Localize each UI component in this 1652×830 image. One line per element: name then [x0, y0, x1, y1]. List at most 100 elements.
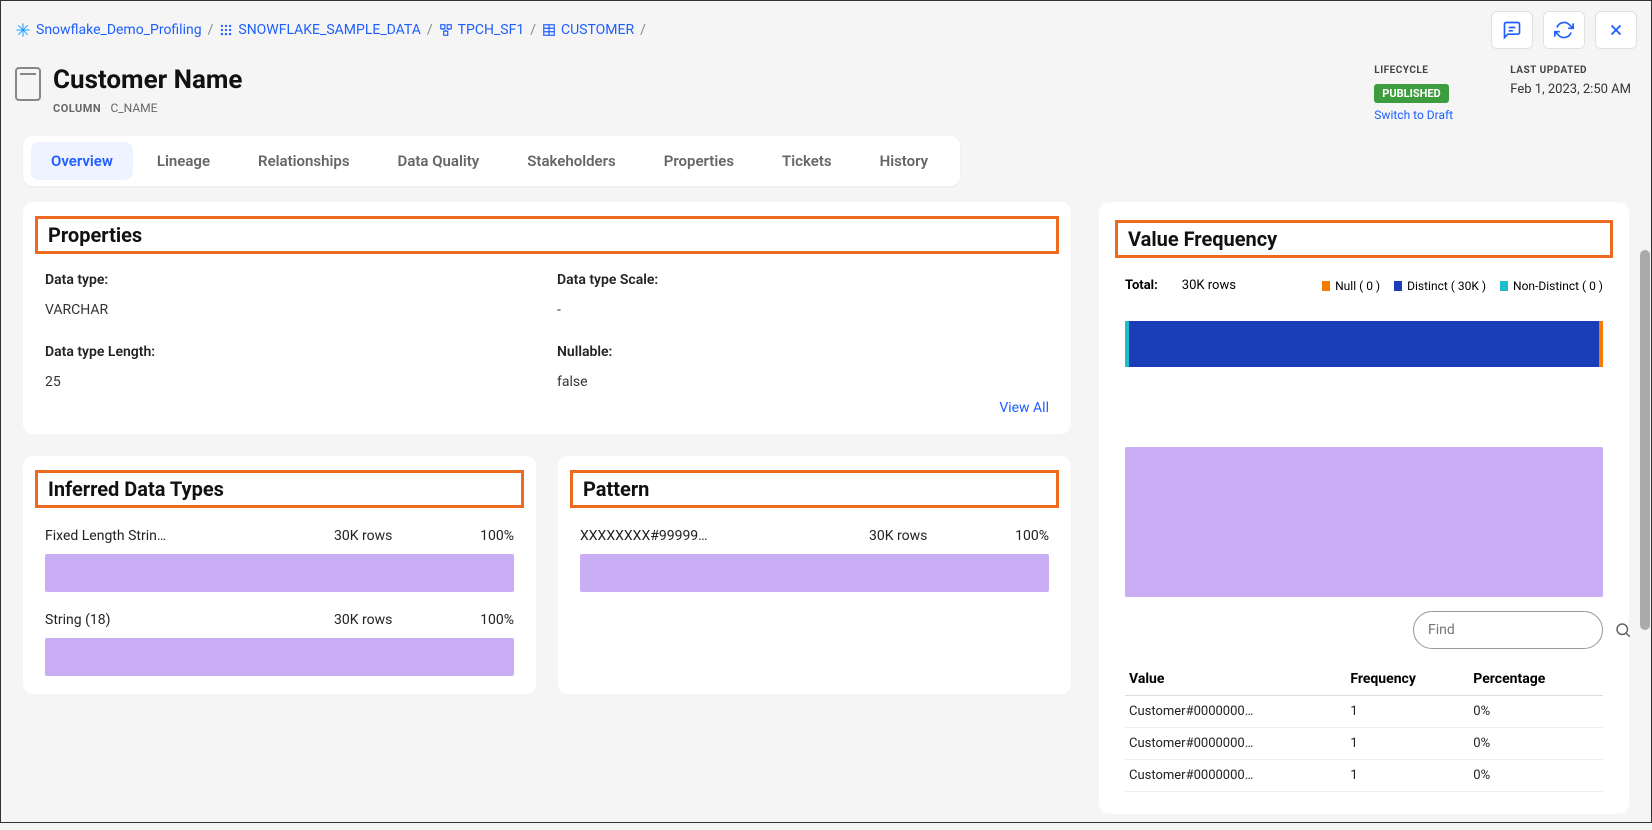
inferred-pct: 100%: [454, 612, 514, 628]
schema-icon: [439, 23, 453, 37]
value-frequency-card: Value Frequency Total: 30K rows Null ( 0…: [1099, 202, 1629, 814]
prop-value: -: [557, 302, 1049, 318]
pattern-name: XXXXXXXX#99999…: [580, 528, 869, 544]
tabs: Overview Lineage Relationships Data Qual…: [23, 136, 960, 186]
pattern-card: Pattern XXXXXXXX#99999… 30K rows 100%: [558, 456, 1071, 694]
legend-swatch: [1500, 281, 1508, 291]
pattern-title: Pattern: [583, 477, 649, 501]
inferred-row: Fixed Length Strin… 30K rows 100%: [45, 528, 514, 592]
prop-label: Data type Length:: [45, 344, 537, 360]
search-icon: [1614, 621, 1632, 639]
inferred-bar: [45, 554, 514, 592]
subtitle-type-value: C_NAME: [110, 101, 157, 115]
breadcrumb-label: SNOWFLAKE_SAMPLE_DATA: [238, 22, 421, 38]
inferred-bar: [45, 638, 514, 676]
inferred-pct: 100%: [454, 528, 514, 544]
comment-button[interactable]: [1491, 11, 1533, 49]
tab-stakeholders[interactable]: Stakeholders: [503, 136, 639, 186]
pattern-rows: 30K rows: [869, 528, 989, 544]
tab-lineage[interactable]: Lineage: [133, 136, 234, 186]
breadcrumb-sep: /: [208, 22, 214, 38]
snowflake-icon: [15, 22, 31, 38]
tab-tickets[interactable]: Tickets: [758, 136, 856, 186]
inferred-types-card: Inferred Data Types Fixed Length Strin… …: [23, 456, 536, 694]
vf-title: Value Frequency: [1128, 227, 1277, 251]
breadcrumb-sep: /: [640, 22, 646, 38]
view-all-link[interactable]: View All: [45, 400, 1049, 416]
vf-cell-pct: 0%: [1469, 760, 1603, 792]
inferred-rows: 30K rows: [334, 528, 454, 544]
breadcrumb-label: Snowflake_Demo_Profiling: [36, 22, 202, 38]
breadcrumb-item-1[interactable]: SNOWFLAKE_SAMPLE_DATA: [219, 22, 421, 38]
vf-cell-freq: 1: [1346, 760, 1469, 792]
vf-total-label: Total:: [1125, 278, 1158, 293]
inferred-name: Fixed Length Strin…: [45, 528, 334, 544]
inferred-name: String (18): [45, 612, 334, 628]
scrollbar[interactable]: [1640, 250, 1650, 630]
prop-value: 25: [45, 374, 537, 390]
top-actions: [1491, 11, 1637, 49]
breadcrumb-item-0[interactable]: Snowflake_Demo_Profiling: [15, 22, 202, 38]
switch-to-draft-link[interactable]: Switch to Draft: [1374, 108, 1484, 122]
updated-value: Feb 1, 2023, 2:50 AM: [1510, 82, 1631, 97]
column-icon: [15, 67, 41, 101]
breadcrumb-sep: /: [530, 22, 536, 38]
vf-table: Value Frequency Percentage Customer#0000…: [1125, 663, 1603, 792]
properties-card: Properties Data type: VARCHAR Data type …: [23, 202, 1071, 434]
lifecycle-box: LIFECYCLE PUBLISHED Switch to Draft: [1374, 65, 1484, 122]
pattern-bar: [580, 554, 1049, 592]
vf-big-bar: [1125, 447, 1603, 597]
prop-label: Data type Scale:: [557, 272, 1049, 288]
breadcrumb-label: CUSTOMER: [561, 22, 634, 38]
prop-data-type: Data type: VARCHAR: [45, 272, 537, 318]
sb-seg-distinct: [1129, 321, 1599, 367]
table-row: Customer#0000000… 1 0%: [1125, 696, 1603, 728]
vf-col-value: Value: [1125, 663, 1346, 696]
vf-cell-freq: 1: [1346, 728, 1469, 760]
legend-non-distinct: Non-Distinct ( 0 ): [1500, 279, 1603, 293]
prop-value: VARCHAR: [45, 302, 537, 318]
legend-swatch: [1394, 281, 1402, 291]
vf-cell-pct: 0%: [1469, 728, 1603, 760]
grid-icon: [219, 23, 233, 37]
vf-col-pct: Percentage: [1469, 663, 1603, 696]
refresh-button[interactable]: [1543, 11, 1585, 49]
prop-value: false: [557, 374, 1049, 390]
vf-col-freq: Frequency: [1346, 663, 1469, 696]
vf-cell-value: Customer#0000000…: [1125, 760, 1346, 792]
prop-label: Nullable:: [557, 344, 1049, 360]
legend-null: Null ( 0 ): [1322, 279, 1380, 293]
find-input[interactable]: [1428, 622, 1606, 638]
tab-relationships[interactable]: Relationships: [234, 136, 374, 186]
pattern-pct: 100%: [989, 528, 1049, 544]
legend-label: Distinct ( 30K ): [1407, 279, 1486, 293]
subtitle-type-label: COLUMN: [53, 102, 101, 115]
tab-history[interactable]: History: [856, 136, 953, 186]
vf-cell-freq: 1: [1346, 696, 1469, 728]
inferred-title: Inferred Data Types: [48, 477, 224, 501]
pattern-row: XXXXXXXX#99999… 30K rows 100%: [580, 528, 1049, 592]
close-button[interactable]: [1595, 11, 1637, 49]
page-title: Customer Name: [53, 65, 242, 95]
updated-box: LAST UPDATED Feb 1, 2023, 2:50 AM: [1510, 65, 1631, 122]
sb-seg-null: [1599, 321, 1603, 367]
tab-properties[interactable]: Properties: [640, 136, 758, 186]
table-row: Customer#0000000… 1 0%: [1125, 760, 1603, 792]
table-icon: [542, 23, 556, 37]
breadcrumb-item-3[interactable]: CUSTOMER: [542, 22, 634, 38]
legend-label: Null ( 0 ): [1335, 279, 1380, 293]
prop-label: Data type:: [45, 272, 537, 288]
prop-data-type-scale: Data type Scale: -: [557, 272, 1049, 318]
legend-label: Non-Distinct ( 0 ): [1513, 279, 1603, 293]
prop-nullable: Nullable: false: [557, 344, 1049, 390]
breadcrumb-item-2[interactable]: TPCH_SF1: [439, 22, 525, 38]
vf-cell-value: Customer#0000000…: [1125, 696, 1346, 728]
tab-data-quality[interactable]: Data Quality: [374, 136, 504, 186]
breadcrumb-label: TPCH_SF1: [458, 22, 525, 38]
tab-overview[interactable]: Overview: [31, 142, 133, 180]
lifecycle-label: LIFECYCLE: [1374, 65, 1484, 76]
find-box[interactable]: [1413, 611, 1603, 649]
prop-data-type-length: Data type Length: 25: [45, 344, 537, 390]
table-row: Customer#0000000… 1 0%: [1125, 728, 1603, 760]
vf-total-value: 30K rows: [1182, 278, 1236, 293]
